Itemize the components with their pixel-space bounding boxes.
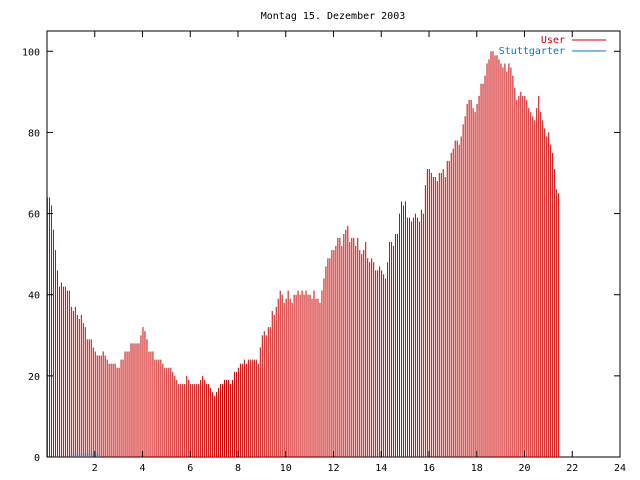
y-tick-label: 40	[28, 291, 40, 302]
x-tick-label: 18	[471, 463, 483, 474]
x-tick-label: 6	[187, 463, 193, 474]
y-tick-label: 100	[22, 47, 40, 58]
x-tick-label: 10	[280, 463, 292, 474]
x-axis: 2 4 6 8 10 12 14 16 18 20 22 24	[92, 31, 626, 474]
y-tick-label: 60	[28, 210, 40, 221]
x-tick-label: 22	[566, 463, 578, 474]
x-tick-label: 20	[518, 463, 530, 474]
y-axis: 0 20 40 60 80 100	[22, 47, 620, 464]
legend-label-user: User	[541, 35, 565, 46]
x-tick-label: 8	[235, 463, 241, 474]
x-tick-label: 4	[139, 463, 145, 474]
chart-title: Montag 15. Dezember 2003	[261, 11, 406, 22]
x-tick-label: 12	[327, 463, 339, 474]
x-tick-label: 24	[614, 463, 626, 474]
x-tick-label: 2	[92, 463, 98, 474]
y-tick-label: 80	[28, 128, 40, 139]
legend-label-stuttgarter: Stuttgarter	[499, 46, 565, 57]
y-tick-label: 0	[34, 453, 40, 464]
series-user	[47, 51, 560, 457]
x-tick-label: 16	[423, 463, 435, 474]
plot-area	[46, 30, 621, 458]
y-tick-label: 20	[28, 372, 40, 383]
x-tick-label: 14	[375, 463, 387, 474]
